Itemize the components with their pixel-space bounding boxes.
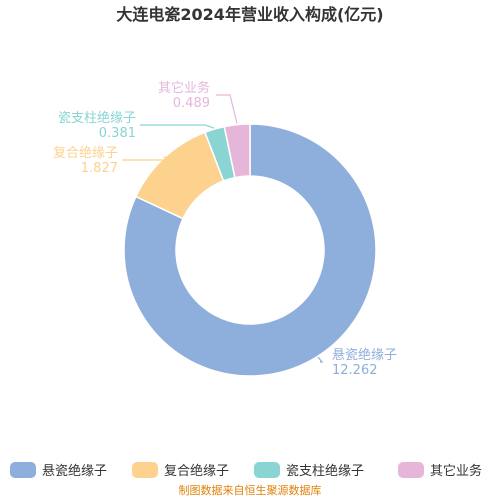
- leader-line-3: [216, 94, 238, 124]
- slice-label-value-3: 0.489: [173, 96, 210, 111]
- legend-swatch-2: [254, 462, 280, 478]
- slice-label-value-2: 0.381: [99, 126, 136, 141]
- legend-label-2: 瓷支柱绝缘子: [286, 463, 364, 479]
- leader-lines: [122, 94, 324, 363]
- slice-label-name-3: 其它业务: [158, 80, 210, 96]
- legend-label-3: 其它业务: [430, 463, 482, 479]
- slice-3: [223, 123, 251, 179]
- leader-line-0: [317, 356, 324, 363]
- slice-label-name-1: 复合绝缘子: [53, 145, 118, 161]
- legend-swatch-0: [10, 462, 36, 478]
- chart-title: 大连电瓷2024年营业收入构成(亿元): [116, 5, 383, 24]
- slice-label-name-2: 瓷支柱绝缘子: [58, 110, 136, 126]
- leader-line-1: [122, 156, 179, 161]
- slice-label-value-1: 1.827: [81, 161, 118, 176]
- leader-line-2: [140, 124, 215, 129]
- legend-swatch-1: [132, 462, 158, 478]
- legend-swatch-3: [398, 462, 424, 478]
- source-note: 制图数据来自恒生聚源数据库: [179, 483, 322, 497]
- donut-slices: [123, 123, 377, 377]
- slice-label-name-0: 悬瓷绝缘子: [332, 347, 397, 363]
- slice-0: [123, 123, 377, 377]
- legend-label-1: 复合绝缘子: [164, 463, 229, 479]
- slice-label-value-0: 12.262: [332, 363, 378, 378]
- legend-label-0: 悬瓷绝缘子: [42, 463, 107, 479]
- legend: 悬瓷绝缘子 复合绝缘子 瓷支柱绝缘子 其它业务: [10, 462, 482, 479]
